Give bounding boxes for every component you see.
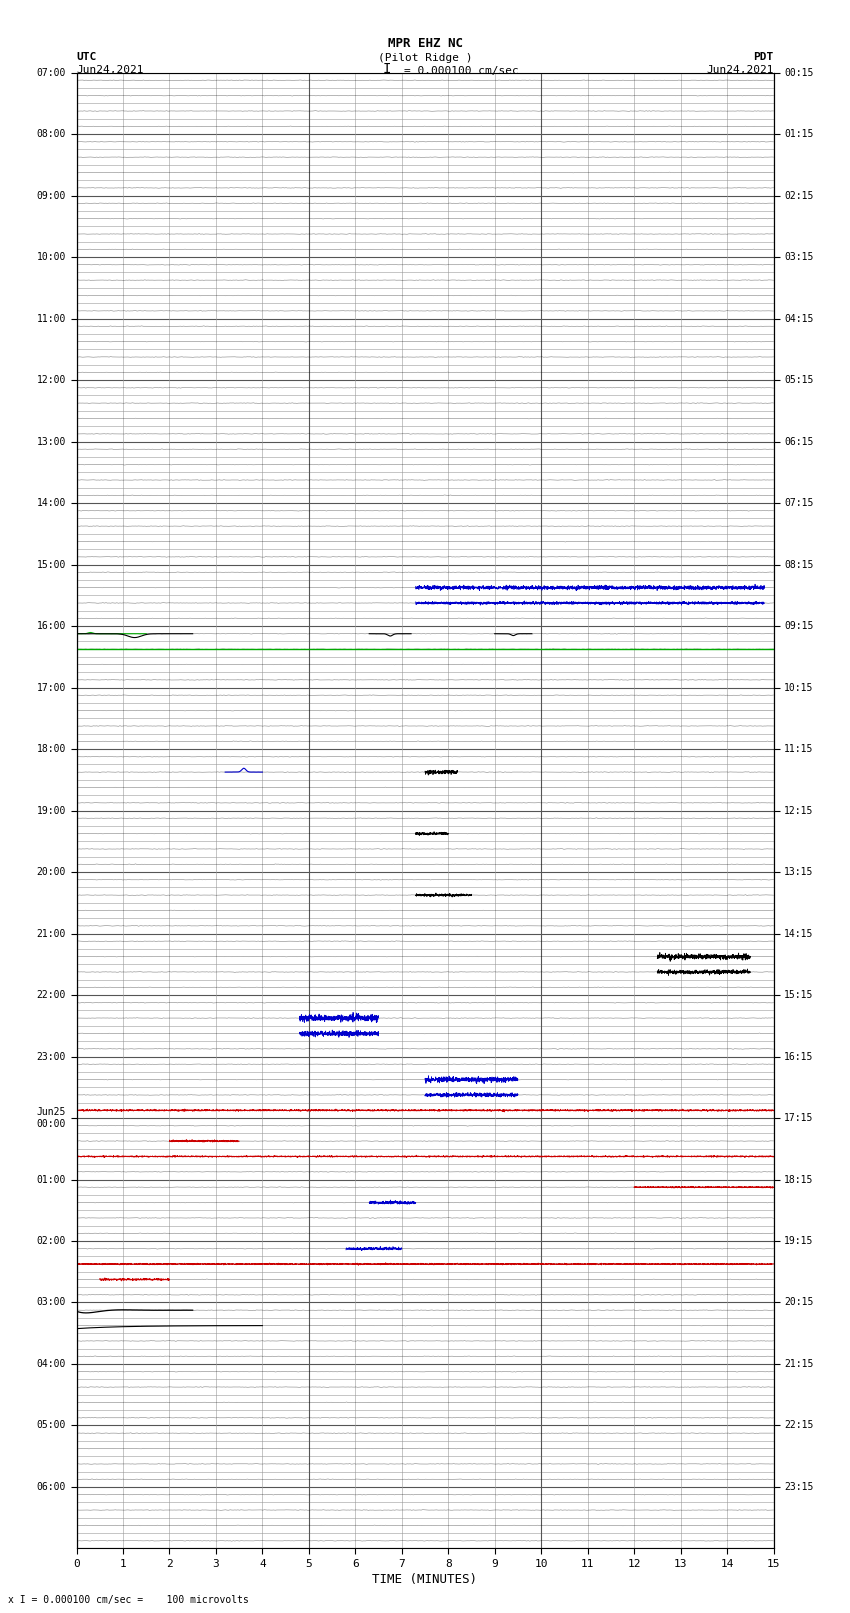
Text: Jun24,2021: Jun24,2021 xyxy=(706,65,774,76)
X-axis label: TIME (MINUTES): TIME (MINUTES) xyxy=(372,1573,478,1586)
Text: I: I xyxy=(382,61,391,76)
Text: (Pilot Ridge ): (Pilot Ridge ) xyxy=(377,53,473,63)
Text: UTC: UTC xyxy=(76,52,97,63)
Text: x I = 0.000100 cm/sec =    100 microvolts: x I = 0.000100 cm/sec = 100 microvolts xyxy=(8,1595,249,1605)
Text: PDT: PDT xyxy=(753,52,774,63)
Text: MPR EHZ NC: MPR EHZ NC xyxy=(388,37,462,50)
Text: Jun24,2021: Jun24,2021 xyxy=(76,65,144,76)
Text: = 0.000100 cm/sec: = 0.000100 cm/sec xyxy=(404,66,518,76)
